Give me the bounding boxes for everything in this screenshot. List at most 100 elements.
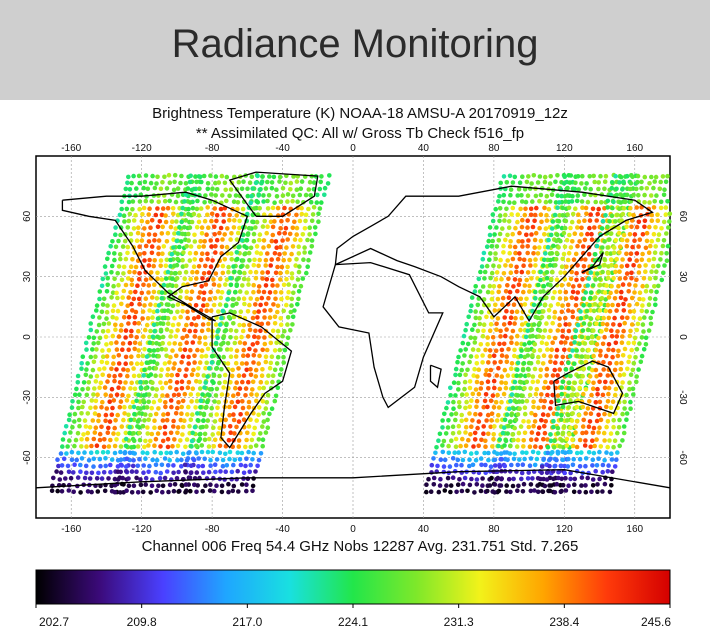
observation-point	[147, 308, 152, 313]
observation-point	[532, 366, 538, 372]
observation-point	[448, 385, 453, 391]
observation-point	[274, 194, 280, 199]
observation-point	[217, 425, 222, 431]
observation-point	[511, 456, 517, 462]
observation-point	[529, 327, 535, 332]
observation-point	[289, 271, 295, 276]
observation-point	[313, 231, 318, 237]
observation-point	[292, 237, 298, 242]
observation-point	[608, 431, 614, 436]
observation-point	[225, 226, 230, 231]
observation-point	[143, 296, 149, 301]
observation-point	[519, 224, 525, 230]
observation-point	[549, 399, 554, 405]
observation-point	[593, 199, 598, 205]
observation-point	[267, 174, 272, 179]
observation-point	[83, 424, 89, 429]
observation-point	[492, 385, 497, 391]
observation-point	[528, 212, 534, 218]
observation-point	[529, 276, 534, 281]
observation-point	[481, 250, 487, 256]
observation-point	[220, 457, 226, 463]
observation-point	[556, 469, 561, 475]
observation-point	[510, 483, 516, 489]
observation-point	[178, 438, 183, 443]
observation-point	[167, 385, 173, 390]
observation-point	[453, 436, 459, 442]
observation-point	[206, 327, 211, 333]
observation-point	[212, 488, 217, 494]
observation-point	[516, 186, 522, 192]
observation-point	[538, 476, 543, 482]
observation-point	[282, 347, 288, 353]
observation-point	[157, 476, 163, 481]
observation-point	[131, 296, 137, 302]
observation-point	[502, 367, 508, 373]
observation-point	[272, 219, 277, 224]
observation-point	[501, 322, 507, 327]
observation-point	[191, 457, 197, 463]
lat-tick-label-left: 0	[22, 334, 33, 340]
observation-point	[228, 347, 234, 352]
observation-point	[245, 353, 251, 358]
observation-point	[662, 187, 667, 192]
observation-point	[265, 206, 271, 211]
observation-point	[156, 483, 161, 489]
observation-point	[244, 361, 249, 366]
observation-point	[456, 400, 462, 405]
observation-point	[535, 489, 541, 495]
observation-point	[486, 431, 491, 437]
observation-point	[601, 430, 607, 436]
observation-point	[165, 321, 171, 326]
observation-point	[225, 361, 231, 366]
observation-point	[160, 483, 166, 489]
observation-point	[509, 392, 515, 397]
observation-point	[209, 341, 214, 347]
observation-point	[295, 302, 300, 307]
observation-point	[548, 232, 554, 238]
observation-point	[580, 430, 585, 436]
observation-point	[118, 328, 124, 333]
observation-point	[189, 399, 194, 404]
observation-point	[288, 328, 293, 333]
observation-point	[456, 354, 461, 360]
colorbar-tick-label: 217.0	[232, 615, 262, 629]
observation-point	[614, 457, 619, 463]
observation-point	[520, 399, 525, 404]
observation-point	[112, 450, 118, 456]
observation-point	[265, 425, 271, 431]
observation-point	[284, 245, 289, 250]
observation-point	[270, 232, 276, 238]
observation-point	[143, 270, 148, 275]
observation-point	[444, 405, 449, 411]
observation-point	[246, 449, 251, 455]
observation-point	[492, 457, 498, 463]
observation-point	[598, 301, 603, 307]
observation-point	[202, 218, 208, 224]
observation-point	[443, 431, 449, 436]
observation-point	[658, 257, 663, 262]
observation-point	[241, 347, 246, 353]
observation-point	[543, 199, 549, 205]
observation-point	[218, 276, 223, 282]
observation-point	[223, 469, 228, 475]
observation-point	[205, 181, 211, 186]
observation-point	[537, 174, 543, 179]
observation-point	[583, 430, 589, 435]
observation-point	[580, 404, 586, 410]
observation-point	[272, 348, 278, 353]
observation-point	[444, 483, 449, 488]
observation-point	[103, 412, 109, 418]
observation-point	[188, 173, 193, 179]
observation-point	[224, 463, 230, 468]
observation-point	[145, 186, 151, 192]
observation-point	[152, 282, 157, 287]
observation-point	[284, 341, 290, 347]
observation-point	[208, 482, 213, 488]
observation-point	[257, 206, 262, 211]
observation-point	[543, 379, 548, 385]
observation-point	[533, 444, 538, 449]
observation-point	[113, 327, 118, 332]
observation-point	[610, 302, 615, 308]
observation-point	[626, 359, 631, 365]
